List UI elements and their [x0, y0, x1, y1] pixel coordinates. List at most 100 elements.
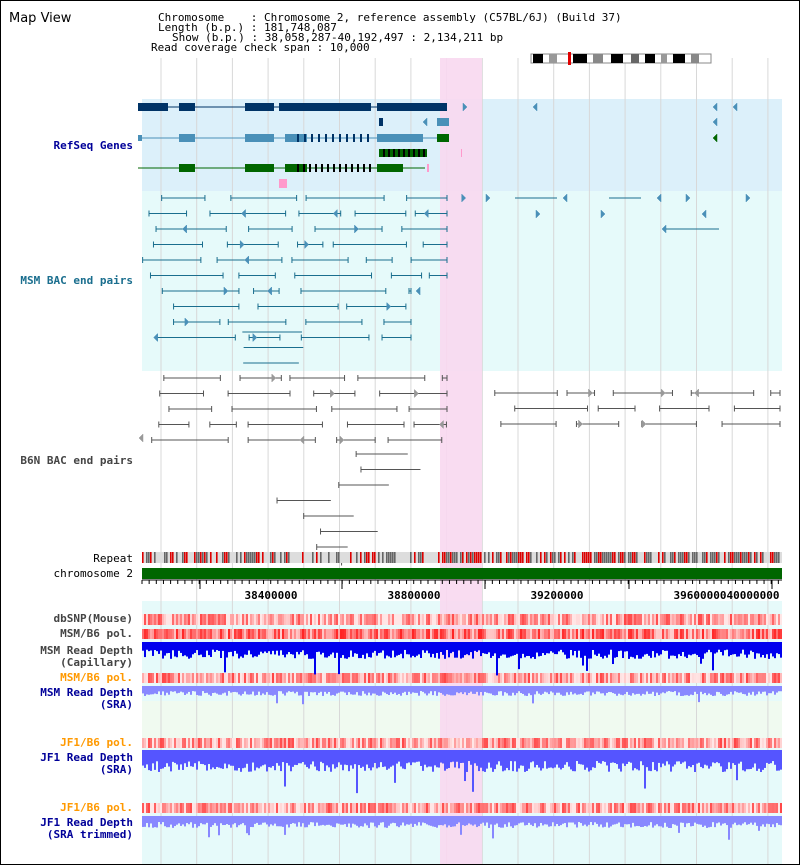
depth-bar — [316, 750, 318, 771]
heat-cell — [236, 803, 238, 813]
heat-cell — [488, 629, 490, 639]
heat-cell — [596, 629, 598, 639]
depth-bar — [314, 816, 316, 827]
depth-bar — [178, 750, 180, 770]
show-info: Show (b.p.) : 38,058,287-40,192,497 : 2,… — [172, 31, 504, 44]
depth-bar — [468, 686, 470, 693]
depth-bar — [352, 750, 354, 769]
depth-bar — [342, 816, 344, 825]
depth-bar — [150, 816, 152, 824]
heat-cell — [770, 629, 772, 639]
msm-bac-track[interactable] — [142, 193, 751, 364]
heat-cell — [156, 673, 158, 683]
heatmap-tracks[interactable] — [142, 614, 782, 813]
heat-cell — [464, 629, 466, 639]
heat-cell — [192, 673, 194, 683]
heat-cell — [554, 738, 556, 748]
chromosome-bar[interactable] — [142, 568, 782, 579]
repeat-element — [146, 552, 148, 563]
depth-bar — [526, 816, 528, 826]
label-msm-b6-pol-2[interactable]: MSM/B6 pol. — [60, 671, 133, 684]
heat-cell — [584, 629, 586, 639]
depth-bar — [502, 642, 504, 655]
heat-cell — [650, 803, 652, 813]
heat-cell — [638, 738, 640, 748]
label-jf1-b6-pol-2[interactable]: JF1/B6 pol. — [60, 801, 133, 814]
heat-cell — [250, 673, 252, 683]
label-msm-depth-sra[interactable]: MSM Read Depth (SRA) — [40, 687, 133, 711]
heat-cell — [516, 803, 518, 813]
heat-cell — [296, 738, 298, 748]
span-label: Read coverage check span — [151, 41, 310, 54]
depth-bar — [294, 686, 296, 694]
repeat-element — [468, 552, 470, 563]
heat-cell — [640, 614, 642, 625]
depth-bar — [566, 750, 568, 763]
label-jf1-depth-sra[interactable]: JF1 Read Depth (SRA) — [40, 752, 133, 776]
depth-bar — [536, 750, 538, 765]
depth-bar — [556, 686, 558, 693]
heat-cell — [600, 673, 602, 683]
heat-cell — [476, 738, 478, 748]
heat-cell — [668, 738, 670, 748]
heat-cell — [152, 629, 154, 639]
depth-bar — [742, 686, 744, 694]
depth-bar — [592, 642, 594, 650]
heat-cell — [308, 738, 310, 748]
depth-bar — [398, 750, 400, 762]
heat-cell — [740, 629, 742, 639]
label-msm-depth-capillary[interactable]: MSM Read Depth (Capillary) — [40, 645, 133, 669]
depth-bar — [748, 750, 750, 770]
label-refseq[interactable]: RefSeq Genes — [53, 139, 133, 152]
heat-cell — [458, 673, 460, 683]
depth-bar — [434, 750, 436, 766]
heat-cell — [724, 738, 726, 748]
depth-bar — [478, 642, 480, 651]
depth-bar — [522, 686, 524, 694]
label-jf1-depth-trim[interactable]: JF1 Read Depth (SRA trimmed) — [40, 817, 133, 841]
heat-cell — [152, 803, 154, 813]
depth-bar — [410, 642, 412, 658]
gene-exon — [367, 134, 369, 142]
heat-cell — [622, 629, 624, 639]
heat-cell — [208, 614, 210, 625]
heat-cell — [678, 629, 680, 639]
heat-cell — [648, 629, 650, 639]
depth-bar — [320, 816, 322, 826]
depth-bar — [262, 750, 264, 766]
depth-bar — [518, 686, 520, 692]
page-title: Map View — [9, 11, 72, 26]
heat-cell — [200, 673, 202, 683]
depth-bar — [708, 750, 710, 769]
chromosome-ideogram[interactable] — [530, 52, 712, 65]
repeat-element — [518, 552, 520, 563]
label-msm-b6-pol[interactable]: MSM/B6 pol. — [60, 627, 133, 640]
label-dbsnp[interactable]: dbSNP(Mouse) — [53, 612, 133, 625]
strand-arrow — [462, 102, 468, 112]
label-msm-bac[interactable]: MSM BAC end pairs — [20, 274, 133, 287]
refseq-genes-track[interactable] — [138, 102, 738, 188]
depth-bar — [664, 750, 666, 766]
depth-bar — [666, 686, 668, 692]
heat-cell — [208, 738, 210, 748]
label-b6n-bac[interactable]: B6N BAC end pairs — [20, 454, 133, 467]
heat-cell — [684, 803, 686, 813]
label-jf1-b6-pol[interactable]: JF1/B6 pol. — [60, 736, 133, 749]
heat-cell — [462, 614, 464, 625]
highlight-region[interactable] — [440, 58, 482, 865]
depth-bar — [776, 816, 778, 824]
heat-cell — [252, 614, 254, 625]
repeat-element — [184, 552, 186, 563]
repeat-track[interactable] — [142, 552, 782, 563]
depth-bar — [350, 816, 352, 828]
depth-bar — [638, 686, 640, 694]
depth-bar — [452, 816, 454, 827]
heat-cell — [488, 803, 490, 813]
depth-bar — [402, 642, 404, 659]
depth-bar — [380, 750, 382, 763]
depth-bar — [504, 686, 506, 693]
depth-bar — [652, 750, 654, 763]
depth-tracks[interactable] — [142, 642, 782, 840]
heat-cell — [266, 673, 268, 683]
